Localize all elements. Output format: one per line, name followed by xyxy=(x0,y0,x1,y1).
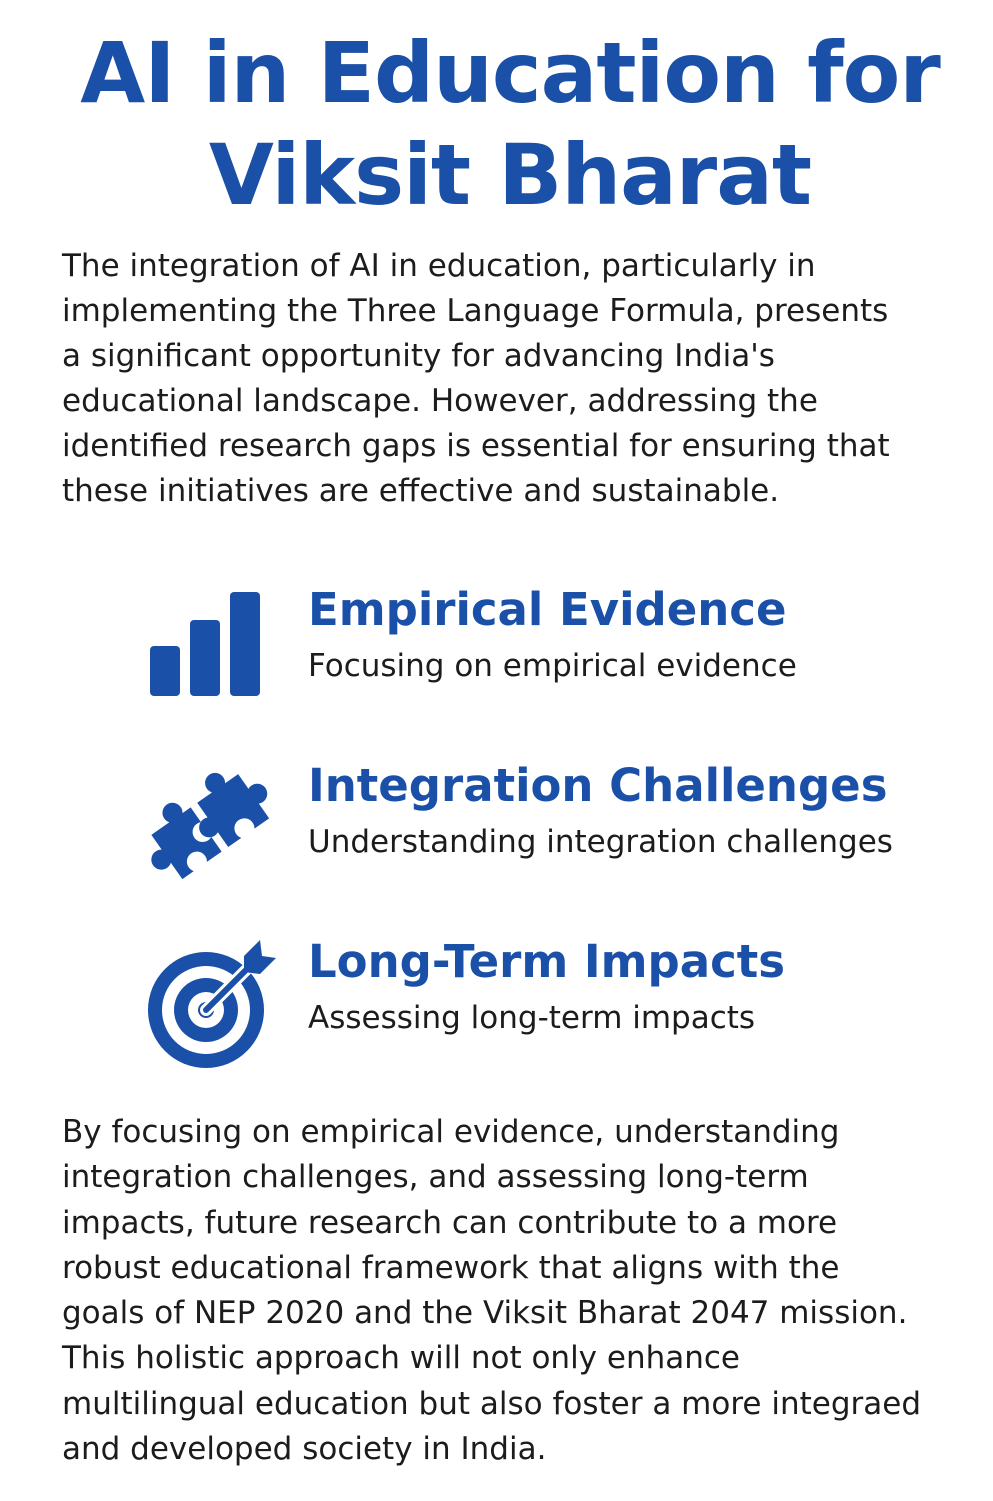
feature-heading: Long-Term Impacts xyxy=(308,935,786,988)
feature-empirical-evidence: Empirical Evidence Focusing on empirical… xyxy=(140,582,940,722)
outro-line: multilingual education but also foster a… xyxy=(62,1385,921,1422)
feature-long-term-impacts: Long-Term Impacts Assessing long-term im… xyxy=(140,934,940,1074)
feature-heading: Empirical Evidence xyxy=(308,583,787,636)
title-line-1: AI in Education for xyxy=(80,24,941,122)
outro-line: By focusing on empirical evidence, under… xyxy=(62,1114,840,1150)
intro-line: these initiatives are effective and sust… xyxy=(62,473,780,509)
intro-line: The integration of AI in education, part… xyxy=(62,248,816,284)
conclusion-paragraph: By focusing on empirical evidence, under… xyxy=(62,1110,952,1472)
outro-line: goals of NEP 2020 and the Viksit Bharat … xyxy=(62,1295,908,1332)
outro-line: impacts, future research can contribute … xyxy=(62,1204,838,1241)
feature-heading: Integration Challenges xyxy=(308,759,888,812)
intro-line: a significant opportunity for advancing … xyxy=(62,338,775,374)
feature-description: Understanding integration challenges xyxy=(308,824,893,860)
outro-line: robust educational framework that aligns… xyxy=(62,1249,840,1286)
outro-line: integration challenges, and assessing lo… xyxy=(62,1159,809,1196)
intro-paragraph: The integration of AI in education, part… xyxy=(62,244,942,514)
intro-line: educational landscape. However, addressi… xyxy=(62,383,818,419)
feature-integration-challenges: Integration Challenges Understanding int… xyxy=(140,758,940,898)
outro-line: and developed society in India. xyxy=(62,1431,547,1468)
bar-chart-icon xyxy=(140,582,280,722)
outro-line: This holistic approach will not only enh… xyxy=(62,1340,741,1377)
target-icon xyxy=(140,934,280,1074)
intro-line: implementing the Three Language Formula,… xyxy=(62,293,889,329)
feature-description: Focusing on empirical evidence xyxy=(308,648,797,684)
page-title: AI in Education for Viksit Bharat xyxy=(60,22,960,226)
title-line-2: Viksit Bharat xyxy=(208,126,812,224)
puzzle-piece-icon xyxy=(140,758,280,898)
feature-description: Assessing long-term impacts xyxy=(308,1000,756,1036)
intro-line: identified research gaps is essential fo… xyxy=(62,428,890,464)
